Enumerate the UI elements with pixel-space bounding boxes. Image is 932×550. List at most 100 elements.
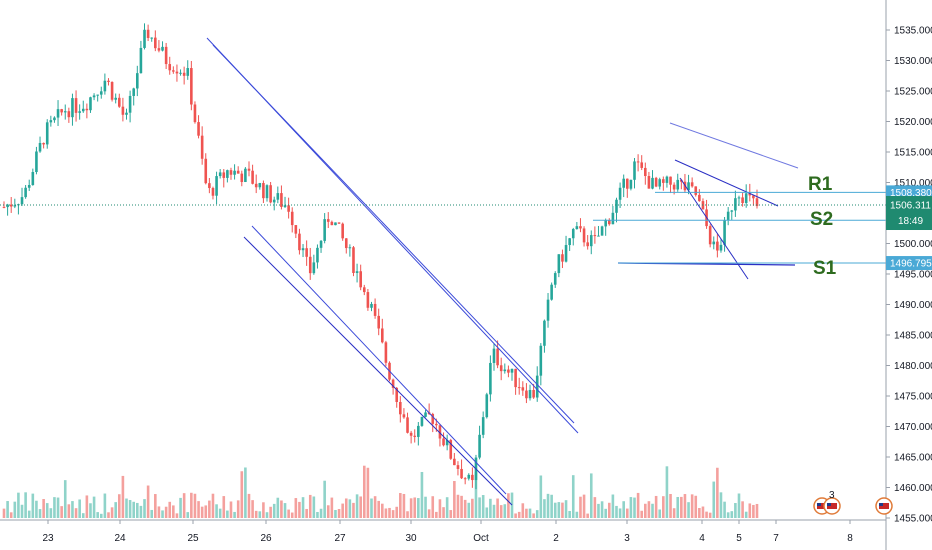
flag-lower-line[interactable] [679,177,749,280]
volume-bar [698,508,701,518]
candle-body [283,205,287,207]
candle-body [647,176,651,189]
volume-bar [99,513,103,518]
channel-line-lower-inner[interactable] [251,225,507,495]
y-tick-label: 1500.000 [894,239,932,250]
volume-bar [330,497,334,518]
candle-body [251,170,254,184]
volume-bar [442,507,445,518]
candle-body [136,73,139,89]
candle-body [391,379,395,388]
candle-body [226,170,229,178]
candle-body [294,225,298,234]
candle-body [81,108,85,112]
volume-bar [229,501,233,518]
candle-body [200,135,204,159]
volume-bar [150,509,154,518]
candle-body [121,106,125,115]
candle-body [395,387,399,402]
volume-bar [200,506,204,518]
volume-bar [611,494,615,518]
volume-bar [748,503,752,518]
candle-body [636,161,640,163]
volume-bar [546,493,550,518]
volume-bar [460,495,463,518]
event-flag-icon[interactable] [823,497,841,515]
volume-bar [251,500,254,518]
volume-bar [215,504,218,518]
candle-body [175,71,179,74]
candle-body [13,205,17,207]
volume-bar [179,497,182,518]
volume-bar [496,498,499,518]
volume-bar [136,502,139,518]
volume-bar [561,502,564,518]
candle-body [258,183,262,188]
candle-body [568,238,571,246]
volume-bar [132,501,136,518]
candle-body [748,193,752,196]
candle-body [301,248,305,251]
candle-body [229,170,233,175]
volume-bar [413,497,417,518]
candle-body [431,413,435,424]
candle-body [539,345,543,376]
volume-bar [161,510,164,518]
candle-body [319,240,323,248]
candle-body [323,219,326,241]
candle-body [269,185,272,203]
volume-bar [308,494,312,518]
volume-bar [38,509,42,518]
volume-bar [233,511,236,518]
volume-bar [301,497,305,518]
y-tick-label: 1520.000 [894,117,932,128]
level-price-tag-text: 1508.380 [890,188,932,199]
volume-bar [164,506,168,518]
volume-bar [636,492,640,518]
flag-mid-line[interactable] [674,159,779,207]
event-flag-icon[interactable] [875,497,893,515]
candle-body [546,299,550,321]
volume-bar [752,504,755,518]
candle-body [125,112,128,115]
candle-body [755,198,759,207]
volume-bar [618,508,622,518]
volume-bar [517,511,521,518]
candle-body [154,37,157,49]
volume-bar [557,502,561,518]
candle-body [456,465,460,469]
candle-body [337,222,341,224]
candle-body [355,271,359,273]
x-tick-label: 26 [260,533,272,544]
candle-body [445,440,449,446]
volume-bar [521,503,525,518]
volume-bar [716,467,719,518]
candle-body [218,172,222,177]
countdown-text: 18:49 [898,216,923,227]
volume-bar [211,493,215,518]
channel-line-upper-inner[interactable] [212,44,575,424]
x-tick-label: 24 [114,533,126,544]
volume-bar [615,505,618,518]
volume-bar [290,512,294,518]
volume-bar [244,467,247,518]
volume-bar [67,504,71,518]
candle-body [514,368,517,388]
candle-body [352,247,355,273]
candle-body [103,80,107,92]
flag-upper-line[interactable] [669,122,799,169]
candle-body [60,109,63,113]
volume-bar [625,508,629,518]
volume-bar [424,496,427,518]
candle-body [604,220,607,227]
candle-body [481,417,485,435]
candle-body [708,226,712,245]
volume-bar [499,505,503,518]
candle-body [625,178,629,189]
volume-bar [399,493,402,518]
channel-line-lower-outer[interactable] [243,236,513,506]
volume-bar [204,505,208,518]
volume-bar [125,498,128,518]
candle-body [208,183,211,189]
